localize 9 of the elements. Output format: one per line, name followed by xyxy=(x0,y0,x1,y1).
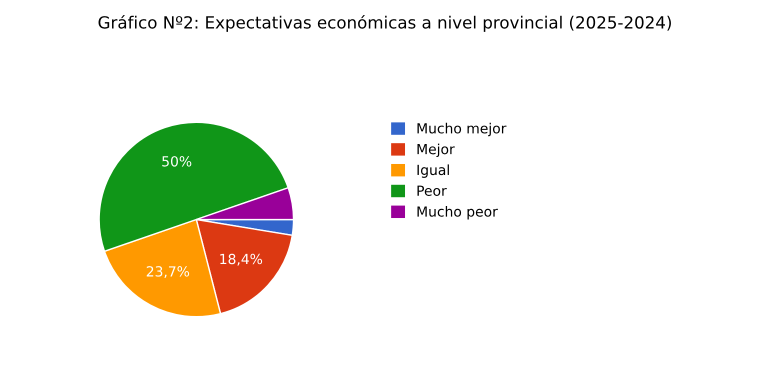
chart-title: Gráfico Nº2: Expectativas económicas a nivel provincial (2025-2024) xyxy=(98,15,671,32)
legend-label: Mucho peor xyxy=(417,206,498,220)
data-label: 18,4% xyxy=(220,254,262,266)
legend-label: Mucho mejor xyxy=(417,122,506,136)
data-label: 50% xyxy=(162,156,192,167)
data-label: 23,7% xyxy=(146,266,190,278)
legend-label: Peor xyxy=(417,186,447,196)
legend-label: Mejor xyxy=(417,144,455,158)
legend-label: Igual xyxy=(417,164,449,178)
